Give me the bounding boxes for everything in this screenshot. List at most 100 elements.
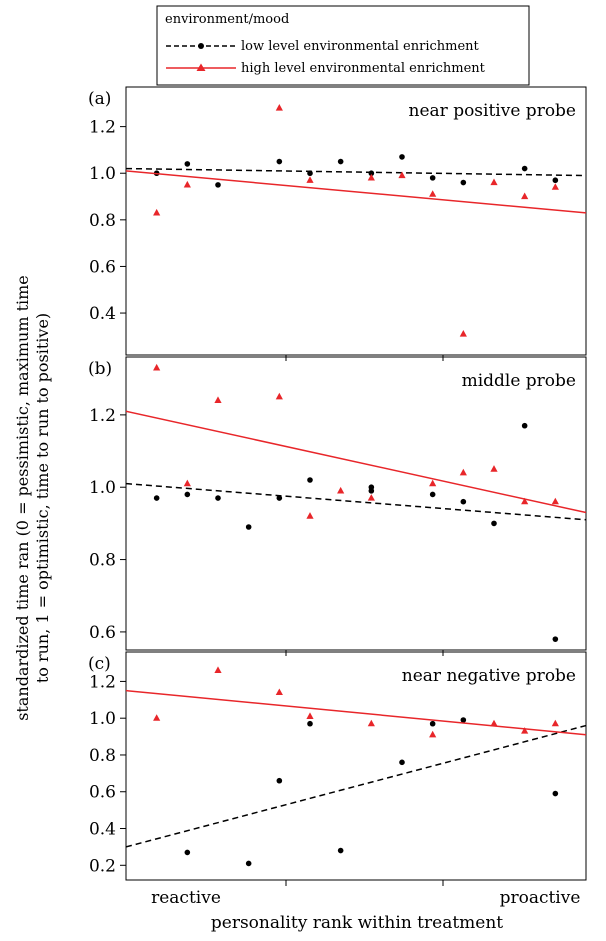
point-high [183, 180, 191, 188]
point-high [490, 719, 498, 727]
y-tick-label: 0.8 [89, 551, 116, 571]
point-low [552, 636, 559, 642]
point-low [491, 520, 497, 527]
legend-low-label: low level environmental enrichment [241, 39, 480, 54]
point-high [429, 479, 437, 487]
panel-label: (c) [88, 654, 111, 674]
panel-c: 0.2 0.4 0.6 0.8 1.0 1.2(c) near negative probe [88, 651, 587, 886]
point-high [183, 479, 191, 487]
y-tick-label: 1.2 [89, 406, 116, 426]
point-high [367, 719, 375, 727]
y-tick-label: 1.0 [89, 478, 116, 498]
y-tick-label: 0.6 [89, 257, 116, 277]
panel-a: 0.4 0.6 0.8 1.0 1.2 (a) near positive probe [88, 86, 587, 361]
point-low [368, 488, 375, 494]
point-high [551, 719, 559, 727]
point-high [459, 468, 467, 476]
point-high [490, 465, 498, 472]
legend: environment/mood low level environmental… [156, 5, 530, 86]
legend-high-marker [196, 63, 206, 71]
point-high [153, 208, 161, 216]
point-high [398, 171, 406, 179]
point-high [521, 727, 529, 734]
point-high [275, 103, 283, 111]
point-high [367, 494, 375, 501]
y-tick-label: 1.2 [89, 672, 116, 692]
trend-line-low [125, 724, 587, 848]
point-high [367, 173, 375, 181]
point-low [429, 491, 436, 498]
point-low [368, 170, 375, 177]
point-low [521, 165, 528, 172]
point-low [460, 179, 467, 186]
point-low [460, 498, 467, 505]
panel-b: 0.6 0.8 1.0 1.2 (b) middle probe [88, 356, 587, 656]
y-tick-label: 1.0 [89, 709, 116, 729]
legend-title: environment/mood [165, 12, 289, 27]
point-low [429, 720, 436, 727]
trend-line-high [125, 170, 587, 214]
point-low [399, 154, 405, 160]
point-high [429, 730, 437, 738]
point-high [551, 497, 559, 505]
point-low [337, 158, 344, 165]
x-tick-label-proactive: proactive [500, 888, 581, 908]
y-tick-label: 1.2 [89, 118, 116, 138]
trend-line-high [125, 689, 587, 736]
point-high [521, 192, 529, 200]
x-axis-label: personality rank within treatment [211, 913, 503, 933]
point-high [306, 176, 314, 183]
y-tick-label: 0.6 [89, 783, 116, 803]
point-high [521, 497, 529, 505]
panel-title: middle probe [462, 371, 576, 391]
trend-line-low [125, 482, 587, 521]
point-low [215, 495, 221, 501]
point-low [429, 175, 436, 181]
y-tick-label: 1.0 [89, 164, 116, 184]
point-high [551, 183, 559, 190]
point-low [552, 790, 559, 797]
point-high [306, 512, 314, 519]
point-low [245, 860, 252, 867]
plot-frame [125, 356, 587, 651]
point-low [307, 170, 313, 177]
point-low [276, 777, 283, 784]
trend-line-high [125, 410, 587, 514]
point-high [459, 330, 467, 337]
point-high [275, 392, 283, 400]
point-high [275, 688, 283, 696]
panel-title: near positive probe [409, 101, 576, 121]
point-high [214, 396, 222, 404]
x-tick-label-reactive: reactive [151, 888, 221, 908]
y-tick-label: 0.4 [89, 820, 116, 840]
point-low [460, 717, 467, 723]
y-tick-label: 0.2 [89, 856, 116, 876]
point-high [306, 712, 314, 719]
point-low [276, 495, 283, 501]
panel-label: (a) [88, 89, 111, 109]
point-low [184, 849, 191, 856]
point-low [276, 158, 283, 165]
point-high [214, 666, 222, 673]
point-low [521, 422, 528, 429]
point-high [153, 714, 161, 721]
plot-frame [125, 86, 587, 356]
point-high [429, 190, 437, 197]
point-low [337, 847, 344, 854]
point-low [184, 161, 191, 167]
panel-title: near negative probe [402, 666, 576, 686]
panel-label: (b) [88, 359, 112, 379]
y-tick-label: 0.8 [89, 211, 116, 231]
point-high [337, 486, 345, 494]
plot-frame [125, 651, 587, 881]
point-low [215, 182, 221, 188]
point-low [184, 491, 191, 498]
y-axis-label: standardized time ran (0 = pessimistic, … [13, 275, 52, 721]
point-low [307, 720, 313, 727]
point-high [490, 178, 498, 186]
point-low [153, 495, 160, 501]
y-tick-label: 0.6 [89, 623, 116, 643]
point-low [245, 524, 252, 530]
legend-low-marker [198, 43, 204, 49]
